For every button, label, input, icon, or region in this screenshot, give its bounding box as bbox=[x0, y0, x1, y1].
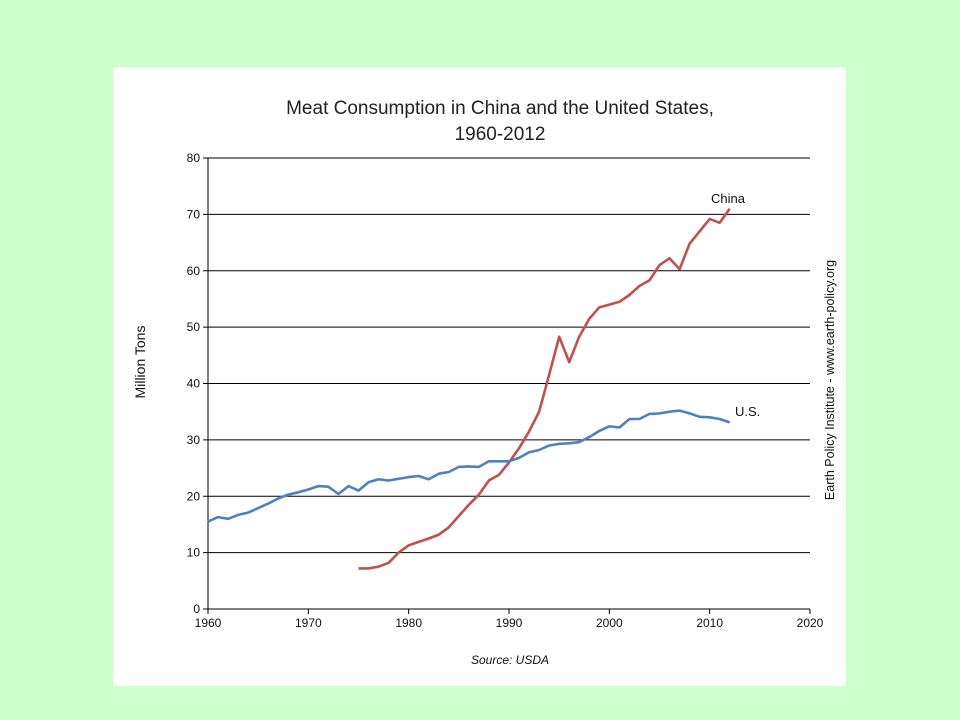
x-tick-label-1980: 1980 bbox=[395, 616, 422, 630]
chart-title-line2: 1960-2012 bbox=[455, 124, 546, 145]
y-axis-ticks: 0 10 20 30 40 50 60 70 80 bbox=[187, 151, 208, 616]
x-tick-label-2020: 2020 bbox=[797, 616, 824, 630]
series-line-china bbox=[358, 207, 731, 570]
x-axis-ticks: 1960 1970 1980 1990 2000 2010 2020 bbox=[195, 609, 824, 630]
series-lines bbox=[207, 207, 731, 570]
series-line-us bbox=[207, 409, 731, 523]
x-tick-label-1990: 1990 bbox=[496, 616, 523, 630]
x-tick-label-2000: 2000 bbox=[596, 616, 623, 630]
source-label: Source: USDA bbox=[471, 653, 549, 667]
y-tick-label-0: 0 bbox=[193, 602, 200, 616]
y-tick-label-70: 70 bbox=[187, 207, 201, 221]
line-chart: Meat Consumption in China and the United… bbox=[132, 98, 837, 667]
series-label-china: China bbox=[711, 191, 746, 206]
credit-label: Earth Policy Institute - www.earth-polic… bbox=[823, 260, 837, 500]
y-tick-label-30: 30 bbox=[187, 433, 201, 447]
x-tick-label-2010: 2010 bbox=[696, 616, 723, 630]
x-tick-label-1970: 1970 bbox=[295, 616, 322, 630]
y-tick-label-50: 50 bbox=[187, 320, 201, 334]
y-tick-label-10: 10 bbox=[187, 546, 201, 560]
grid-lines bbox=[208, 157, 810, 554]
y-tick-label-60: 60 bbox=[187, 264, 201, 278]
axes bbox=[207, 158, 810, 610]
y-tick-label-20: 20 bbox=[187, 489, 201, 503]
series-label-us: U.S. bbox=[735, 404, 760, 419]
chart-panel: Meat Consumption in China and the United… bbox=[113, 67, 846, 686]
y-tick-label-40: 40 bbox=[187, 377, 201, 391]
y-tick-label-80: 80 bbox=[187, 151, 201, 165]
y-axis-label: Million Tons bbox=[132, 326, 148, 399]
chart-title-line1: Meat Consumption in China and the United… bbox=[286, 98, 714, 119]
x-tick-label-1960: 1960 bbox=[195, 616, 222, 630]
